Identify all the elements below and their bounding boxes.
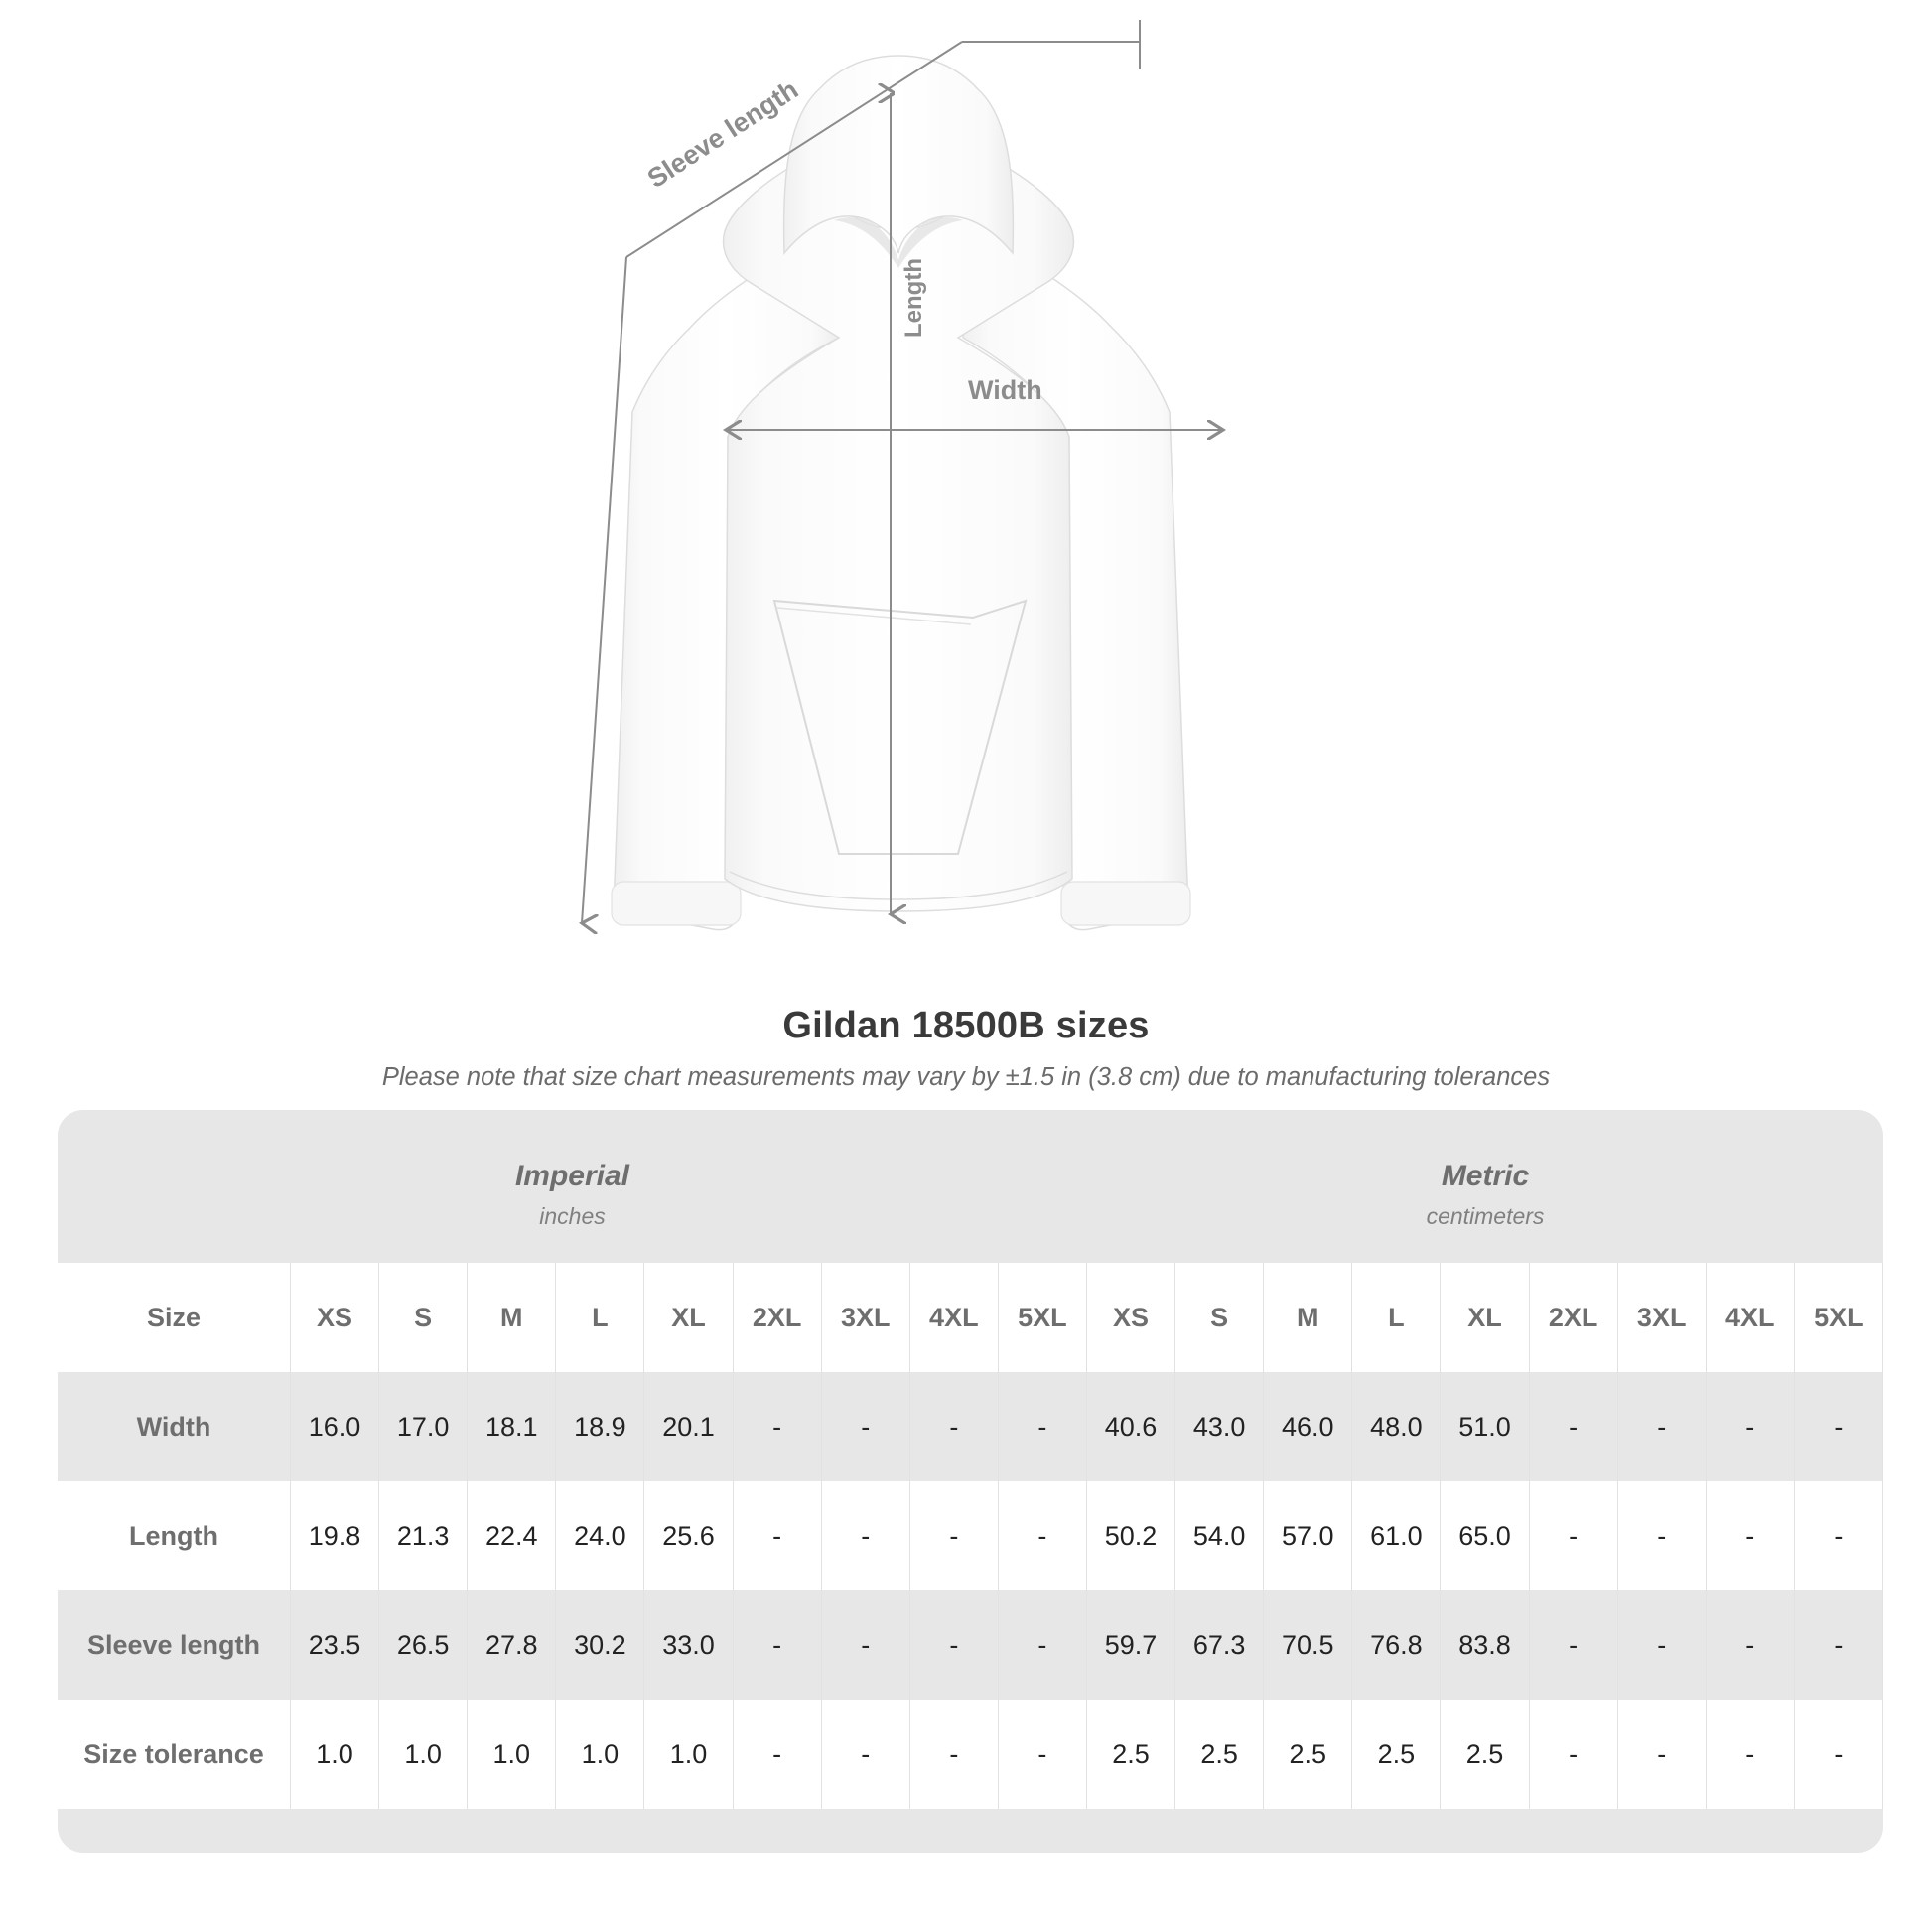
svg-text:Length: Length: [900, 258, 927, 338]
svg-text:Width: Width: [968, 375, 1042, 405]
